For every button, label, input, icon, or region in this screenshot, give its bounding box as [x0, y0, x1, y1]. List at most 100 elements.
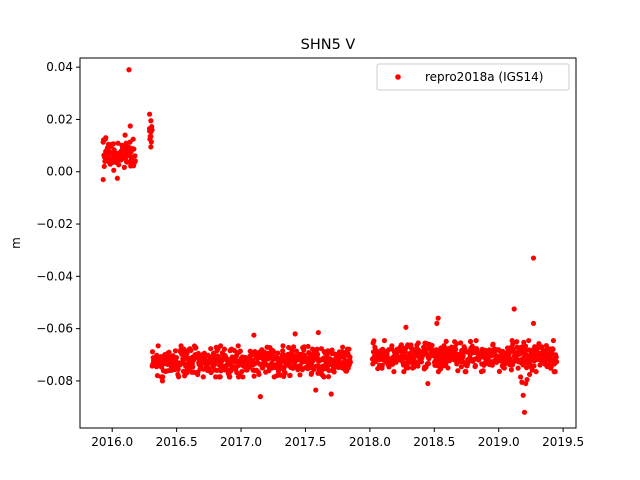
data-point	[453, 347, 459, 353]
data-point	[217, 343, 224, 349]
data-point	[437, 366, 444, 372]
y-axis: 0.04 0.02 0.00 −0.02 −0.04 −0.06 −0.08	[36, 60, 80, 388]
data-point	[347, 359, 353, 365]
data-point	[458, 364, 464, 370]
x-tick-label: 2019.5	[542, 435, 584, 449]
y-tick-label: −0.04	[36, 269, 73, 283]
data-point	[235, 343, 241, 349]
data-point	[496, 368, 503, 375]
data-point	[507, 356, 513, 362]
data-point	[188, 347, 194, 353]
data-point	[148, 144, 154, 150]
data-point	[530, 320, 537, 327]
data-point	[184, 350, 190, 356]
data-point	[116, 162, 122, 168]
chart-title: SHN5 V	[301, 37, 356, 53]
data-point	[240, 374, 246, 380]
data-point	[297, 372, 303, 378]
legend-box	[376, 63, 570, 91]
y-tick-label: −0.06	[36, 322, 73, 336]
x-tick-label: 2018.5	[413, 435, 455, 449]
x-axis: 2016.0 2016.5 2017.0 2017.5 2018.0 2018.5 2019…	[91, 428, 584, 449]
axes-frame	[79, 57, 577, 429]
legend-label: repro2018a (IGS14)	[425, 70, 543, 84]
data-point	[146, 111, 153, 117]
data-point	[123, 155, 129, 161]
data-point	[510, 349, 517, 355]
data-point	[200, 374, 206, 380]
data-point	[286, 344, 292, 351]
data-point	[190, 364, 196, 370]
data-point	[292, 331, 298, 337]
points-layer	[100, 67, 560, 415]
data-point	[371, 338, 377, 344]
y-tick-label: 0.00	[46, 165, 73, 179]
data-point	[256, 371, 262, 378]
data-point	[193, 344, 199, 351]
data-point	[515, 365, 521, 371]
data-point	[329, 347, 335, 353]
data-point	[251, 332, 257, 338]
data-point	[389, 343, 395, 349]
x-tick-label: 2017.0	[220, 435, 262, 449]
data-point	[347, 354, 353, 360]
data-point	[201, 350, 207, 356]
data-point	[521, 409, 528, 415]
data-point	[472, 363, 479, 369]
data-point	[114, 175, 120, 181]
data-point	[455, 368, 461, 374]
data-point	[506, 350, 512, 356]
data-point	[122, 132, 128, 138]
data-point	[415, 340, 421, 346]
data-point	[257, 394, 263, 400]
y-tick-label: −0.08	[36, 374, 73, 388]
data-point	[176, 374, 182, 380]
data-point	[405, 365, 411, 371]
data-point	[301, 344, 307, 350]
data-point	[552, 369, 558, 375]
data-point	[208, 346, 214, 352]
data-point	[346, 346, 352, 352]
data-point	[127, 123, 133, 129]
data-point	[111, 167, 117, 173]
data-point	[160, 374, 166, 380]
data-point	[270, 348, 277, 355]
legend: repro2018a (IGS14)	[376, 63, 570, 91]
data-point	[508, 367, 515, 373]
data-point	[381, 337, 388, 344]
data-point	[435, 358, 441, 364]
y-tick-label: 0.04	[46, 60, 73, 74]
y-axis-label: m	[9, 237, 23, 249]
data-point	[239, 368, 245, 375]
data-point	[514, 339, 520, 345]
data-point	[293, 348, 300, 354]
data-point	[173, 354, 180, 361]
data-point	[524, 377, 530, 383]
data-point	[533, 369, 539, 375]
data-point	[526, 337, 532, 344]
data-point	[221, 346, 228, 352]
data-point	[473, 337, 479, 344]
data-point	[217, 374, 223, 380]
data-point	[130, 136, 136, 142]
data-point	[100, 176, 106, 183]
data-point	[195, 350, 201, 357]
data-point	[518, 374, 524, 380]
data-point	[550, 337, 556, 344]
data-point	[411, 364, 417, 370]
data-point	[148, 139, 154, 145]
data-point	[458, 340, 464, 346]
data-point	[132, 153, 138, 159]
x-tick-label: 2016.5	[156, 435, 198, 449]
data-point	[155, 343, 161, 349]
data-point	[237, 348, 243, 354]
data-point	[148, 133, 154, 140]
x-tick-label: 2018.0	[349, 435, 391, 449]
data-point	[121, 164, 127, 170]
data-point	[325, 374, 332, 380]
data-point	[184, 370, 190, 376]
data-point	[148, 118, 154, 124]
data-point	[425, 380, 431, 387]
data-point	[313, 387, 319, 393]
